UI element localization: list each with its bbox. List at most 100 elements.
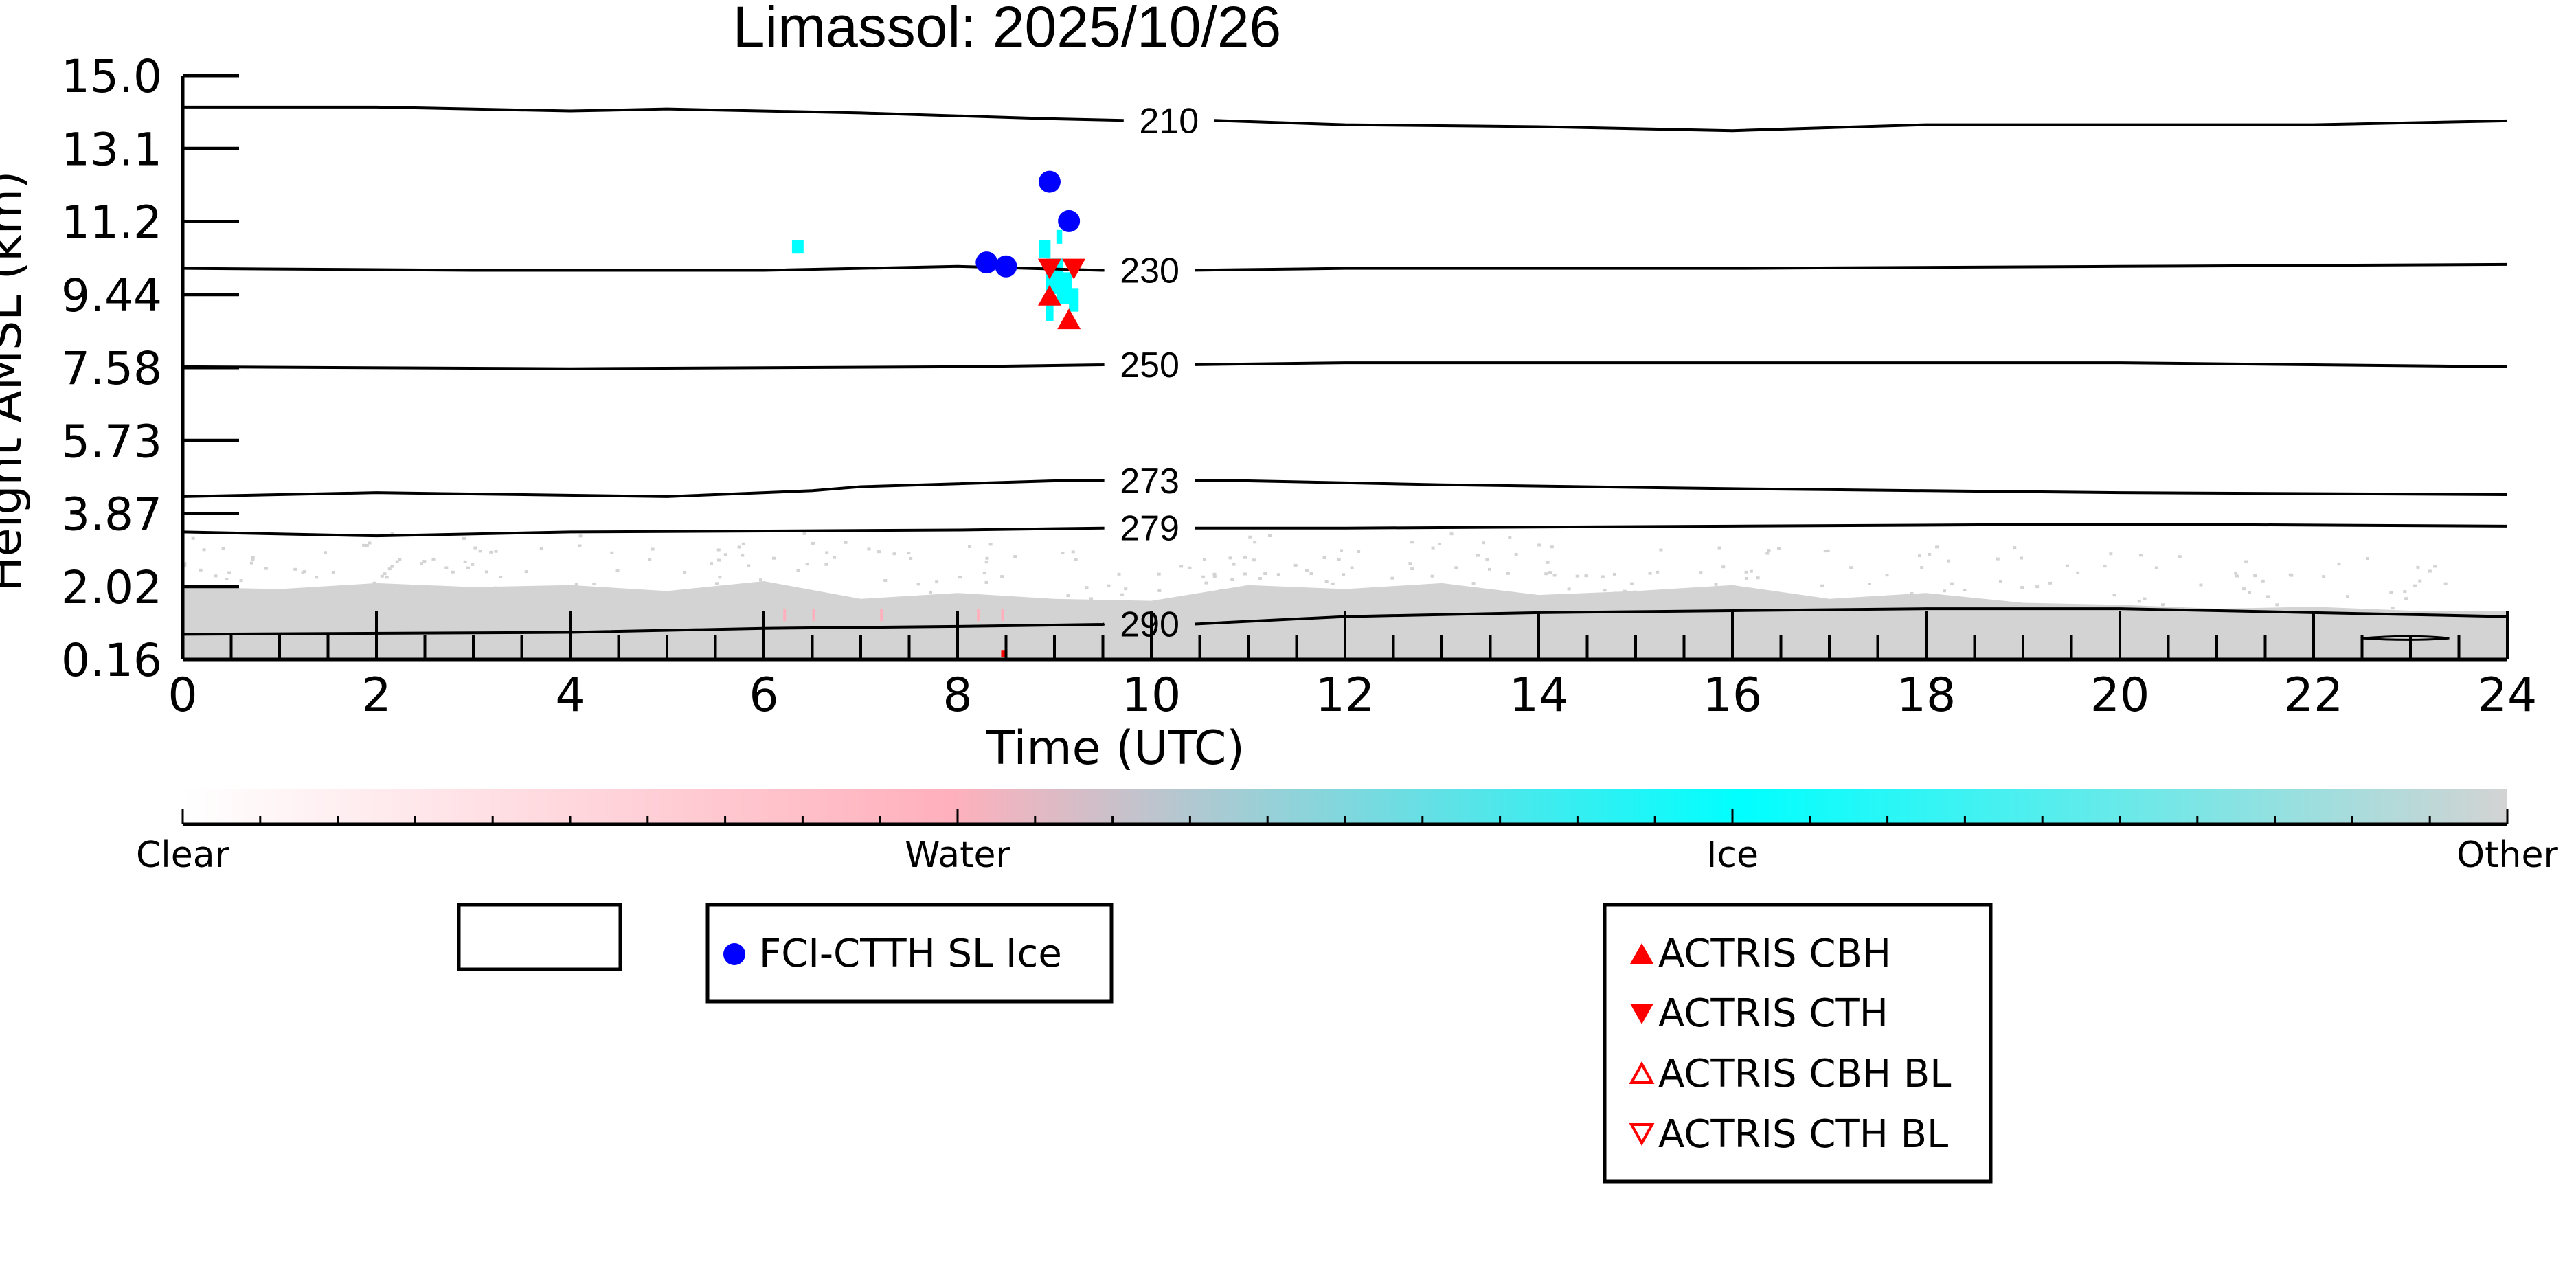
clutter-speck — [1253, 541, 1257, 544]
clutter-speck — [251, 558, 255, 561]
clutter-speck — [723, 553, 727, 556]
clutter-speck — [1584, 574, 1588, 578]
fci-ice-point — [995, 255, 1017, 278]
clutter-speck — [1514, 552, 1518, 556]
clutter-speck — [844, 541, 848, 544]
clutter-speck — [2112, 594, 2116, 597]
clutter-speck — [1061, 552, 1065, 555]
clutter-speck — [1476, 554, 1480, 557]
clutter-speck — [1849, 566, 1853, 569]
clutter-speck — [1243, 556, 1247, 559]
clutter-speck — [741, 542, 745, 545]
clutter-speck — [1339, 549, 1343, 552]
ice-echo — [1056, 229, 1063, 244]
clutter-speck — [737, 545, 741, 549]
clutter-speck — [383, 572, 387, 576]
y-tick-label: 11.2 — [61, 196, 162, 249]
clutter-speck — [1013, 555, 1017, 558]
actris-cbh-bl-legend-marker — [1629, 1061, 1655, 1084]
clutter-speck — [1204, 581, 1208, 585]
clutter-speck — [2244, 560, 2248, 563]
x-tick-label: 14 — [1509, 668, 1569, 723]
clutter-speck — [1431, 546, 1435, 550]
x-tick-label: 16 — [1703, 668, 1763, 723]
clutter-speck — [615, 569, 620, 573]
clutter-speck — [2266, 595, 2270, 598]
ice-echo — [1069, 288, 1079, 312]
clutter-speck — [1188, 566, 1192, 569]
clutter-speck — [1248, 535, 1252, 539]
clutter-speck — [2418, 579, 2422, 583]
clutter-speck — [1601, 575, 1605, 578]
clutter-speck — [877, 550, 881, 554]
clutter-speck — [1744, 570, 1748, 574]
clutter-speck — [2199, 583, 2203, 587]
clutter-speck — [466, 566, 470, 569]
clutter-speck — [494, 550, 498, 553]
clutter-speck — [1717, 546, 1721, 550]
contour-label: 290 — [1120, 605, 1179, 644]
clutter-speck — [710, 562, 714, 565]
clutter-speck — [1487, 567, 1491, 571]
clutter-speck — [825, 551, 829, 554]
clutter-speck — [199, 568, 203, 572]
ice-echo — [791, 240, 804, 254]
contour-label: 279 — [1120, 509, 1179, 549]
clutter-speck — [2253, 574, 2257, 578]
clutter-speck — [1659, 548, 1663, 552]
y-tick-label: 13.1 — [61, 123, 162, 176]
fci-legend-label: FCI-CTTH SL Ice — [759, 931, 1062, 976]
fci-ice-point — [975, 251, 998, 274]
clutter-speck — [1258, 577, 1262, 580]
clutter-speck — [988, 543, 993, 546]
contour-line — [182, 479, 1105, 498]
clutter-speck — [1410, 567, 1414, 571]
clutter-speck — [2275, 603, 2279, 607]
clutter-speck — [1212, 572, 1217, 576]
clutter-speck — [741, 554, 745, 557]
clutter-speck — [1998, 580, 2002, 583]
actris-cth-bl-legend-marker — [1629, 1123, 1655, 1146]
clutter-speck — [493, 586, 497, 589]
contour-line — [1195, 361, 2508, 368]
colorbar-ticks — [181, 809, 2509, 824]
clutter-speck — [1910, 591, 1914, 595]
clutter-speck — [1124, 587, 1128, 591]
clutter-speck — [574, 583, 578, 586]
clutter-speck — [592, 583, 596, 586]
clutter-speck — [499, 575, 503, 578]
x-axis-label: Time (UTC) — [986, 721, 1245, 776]
x-tick-label: 8 — [942, 668, 972, 723]
clutter-speck — [1089, 597, 1093, 600]
clutter-speck — [1756, 576, 1760, 580]
contour-label: 250 — [1120, 346, 1179, 385]
clutter-speck — [390, 565, 394, 568]
actris-cth-legend-marker — [1630, 1004, 1653, 1024]
clutter-speck — [478, 550, 482, 553]
clutter-speck — [1430, 574, 1434, 578]
clutter-speck — [985, 556, 989, 560]
actris-cbh-legend-marker — [1630, 943, 1653, 964]
clutter-speck — [2345, 595, 2349, 598]
clutter-speck — [2154, 566, 2158, 569]
clutter-speck — [362, 543, 366, 547]
actris-cbh-bl-legend-label: ACTRIS CBH BL — [1658, 1052, 1951, 1096]
clutter-speck — [183, 564, 187, 567]
clutter-speck — [796, 569, 800, 572]
ice-echo — [1056, 272, 1072, 304]
clutter-speck — [2020, 586, 2024, 589]
clutter-speck — [2138, 554, 2143, 557]
clutter-speck — [1744, 576, 1748, 580]
clutter-speck — [539, 547, 543, 551]
clutter-speck — [2248, 591, 2252, 594]
small-contour-loop — [2362, 635, 2450, 641]
clutter-speck — [2404, 597, 2408, 600]
clutter-speck — [251, 556, 255, 559]
clutter-speck — [2019, 556, 2023, 560]
clutter-speck — [1276, 573, 1280, 576]
clutter-speck — [565, 587, 569, 590]
clutter-speck — [2048, 581, 2053, 585]
clutter-speck — [1963, 588, 1967, 591]
y-tick-label: 15.0 — [61, 50, 162, 103]
water-echo — [977, 609, 980, 622]
